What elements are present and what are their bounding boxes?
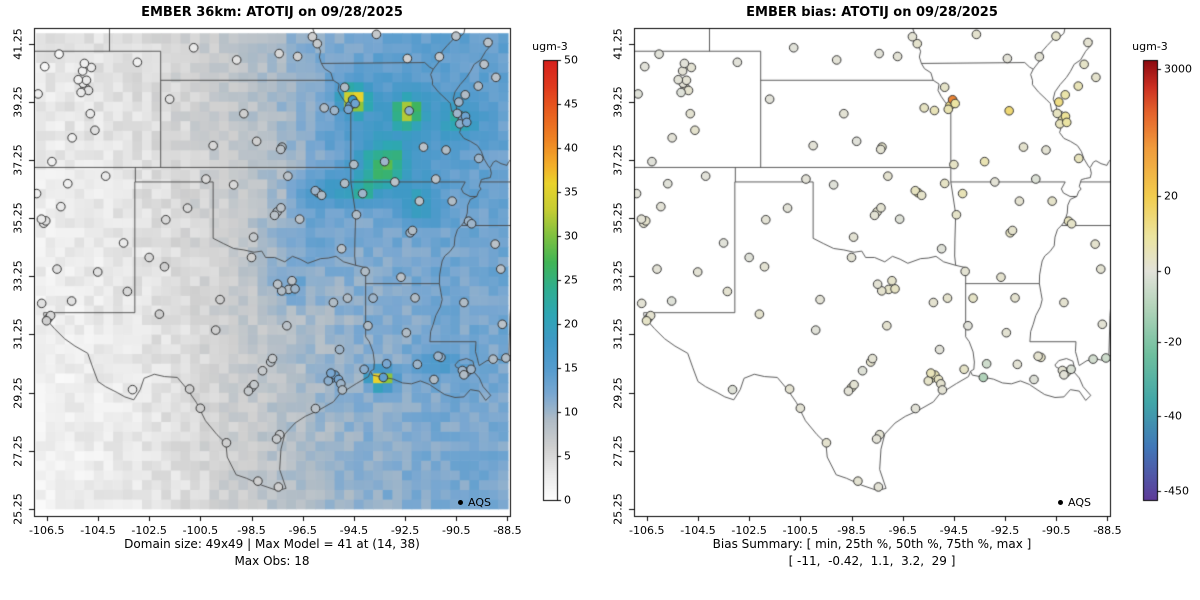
aqs-legend-label: AQS [1068, 496, 1091, 509]
aqs-legend-label: AQS [468, 496, 491, 509]
bias-caption-line-2: [ -11, -0.42, 1.1, 3.2, 29 ] [788, 554, 956, 568]
aqs-point-icon [1058, 500, 1063, 505]
model-aqs-legend: AQS [458, 496, 491, 509]
model-caption-line-1: Domain size: 49x49 | Max Model = 41 at (… [124, 537, 420, 551]
bias-map-canvas [600, 0, 1200, 600]
model-colorbar-unit-label: ugm-3 [532, 40, 568, 53]
model-map-canvas [0, 0, 600, 600]
aqs-point-icon [458, 500, 463, 505]
model-caption-line-2: Max Obs: 18 [234, 554, 310, 568]
bias-colorbar-unit-label: ugm-3 [1132, 40, 1168, 53]
bias-aqs-legend: AQS [1058, 496, 1091, 509]
bias-caption-line-1: Bias Summary: [ min, 25th %, 50th %, 75t… [712, 537, 1032, 551]
